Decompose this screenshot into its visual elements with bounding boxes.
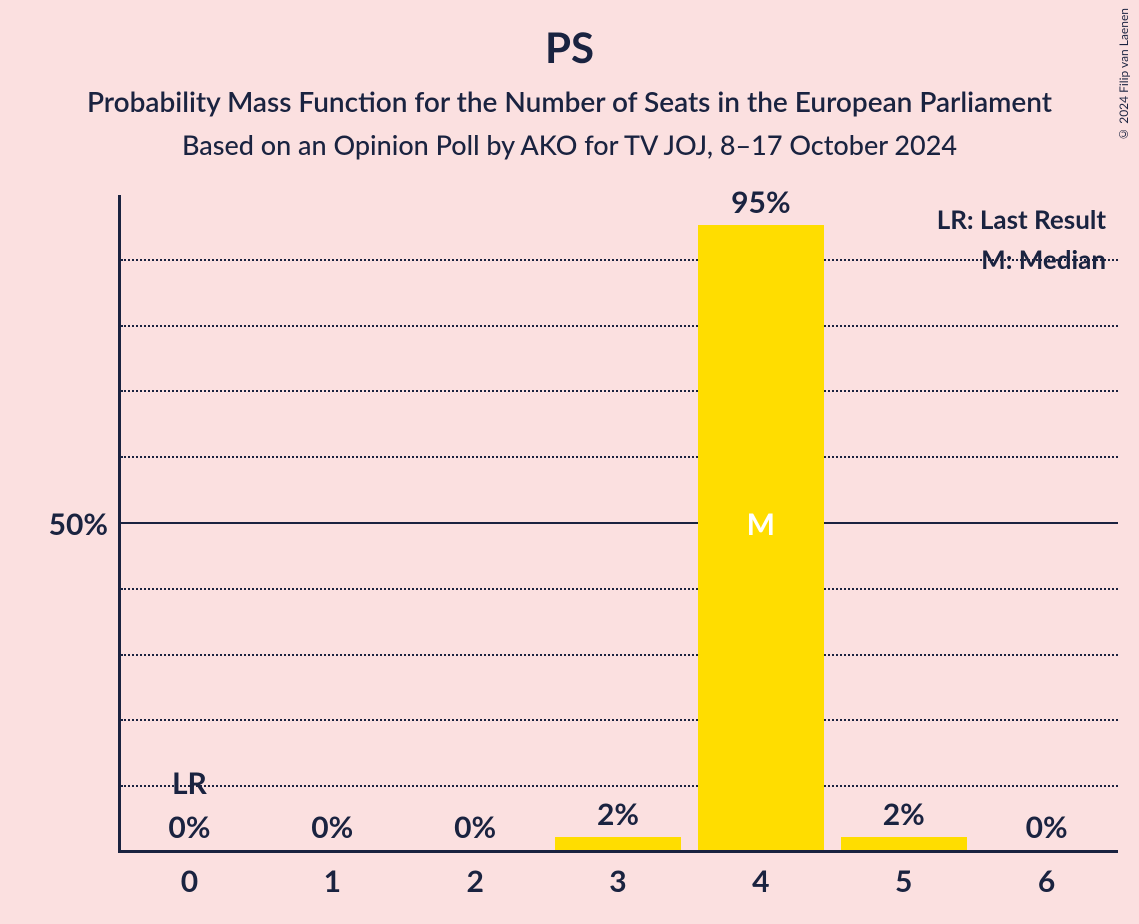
y-axis-label: 50% — [49, 506, 108, 542]
gridline — [121, 588, 1118, 590]
chart-title: PS — [0, 22, 1139, 72]
gridline — [121, 719, 1118, 721]
gridline — [121, 785, 1118, 787]
x-tick-label: 0 — [181, 863, 198, 899]
x-axis — [118, 850, 1118, 853]
bar — [841, 837, 967, 850]
legend-lr: LR: Last Result — [937, 203, 1106, 235]
bar-value-label: 2% — [597, 796, 639, 832]
x-tick-label: 5 — [895, 863, 912, 899]
copyright-text: © 2024 Filip van Laenen — [1116, 8, 1131, 142]
gridline — [121, 654, 1118, 656]
x-tick-label: 3 — [609, 863, 626, 899]
bar-value-label: 2% — [883, 796, 925, 832]
bar-value-label: 0% — [1026, 809, 1068, 845]
plot-area: 0%00%10%22%395%42%50%6LRM 50% LR: Last R… — [118, 195, 1118, 853]
x-tick-label: 4 — [752, 863, 769, 899]
x-tick-label: 2 — [466, 863, 483, 899]
chart-container: PS Probability Mass Function for the Num… — [0, 0, 1139, 924]
bar — [555, 837, 681, 850]
gridline — [121, 456, 1118, 458]
gridline-solid — [121, 522, 1118, 524]
last-result-marker: LR — [172, 765, 207, 801]
chart-subtitle-1: Probability Mass Function for the Number… — [0, 84, 1139, 118]
bar-value-label: 0% — [454, 809, 496, 845]
bar-value-label: 0% — [311, 809, 353, 845]
legend-m: M: Median — [981, 243, 1106, 275]
gridline — [121, 390, 1118, 392]
bar-value-label: 95% — [731, 184, 790, 220]
x-tick-label: 1 — [324, 863, 341, 899]
y-axis — [118, 195, 121, 853]
chart-subtitle-2: Based on an Opinion Poll by AKO for TV J… — [0, 128, 1139, 161]
gridline — [121, 259, 1118, 261]
median-marker: M — [747, 506, 775, 542]
gridline — [121, 325, 1118, 327]
bar-value-label: 0% — [168, 809, 210, 845]
x-tick-label: 6 — [1038, 863, 1055, 899]
